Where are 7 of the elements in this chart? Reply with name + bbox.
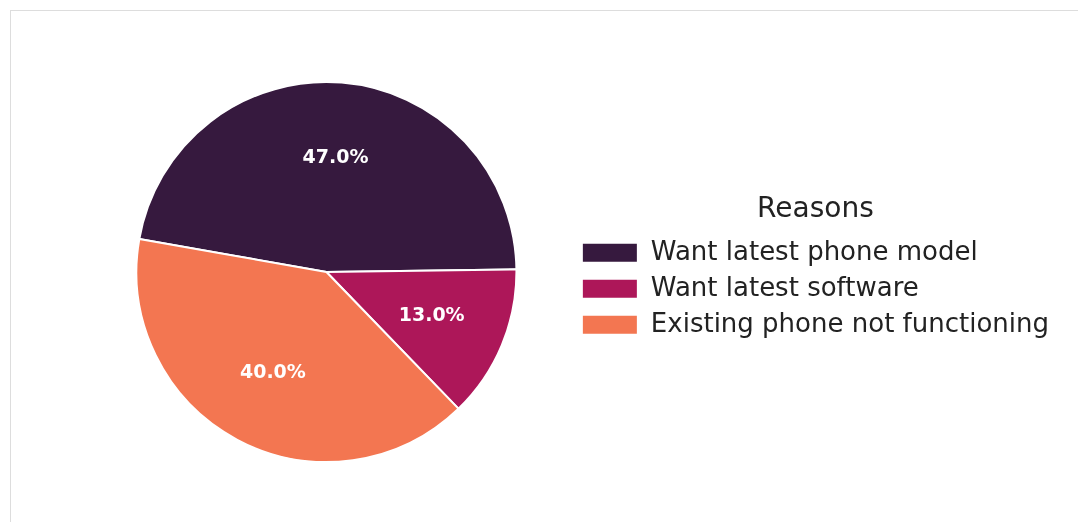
data-label: 47.0% bbox=[302, 145, 369, 168]
legend-label: Want latest software bbox=[650, 271, 919, 302]
legend-label: Existing phone not functioning bbox=[650, 307, 1049, 338]
legend-label: Want latest phone model bbox=[650, 235, 978, 266]
legend-title: Reasons bbox=[757, 191, 874, 225]
data-label: 40.0% bbox=[239, 359, 306, 382]
data-label: 13.0% bbox=[398, 302, 465, 325]
